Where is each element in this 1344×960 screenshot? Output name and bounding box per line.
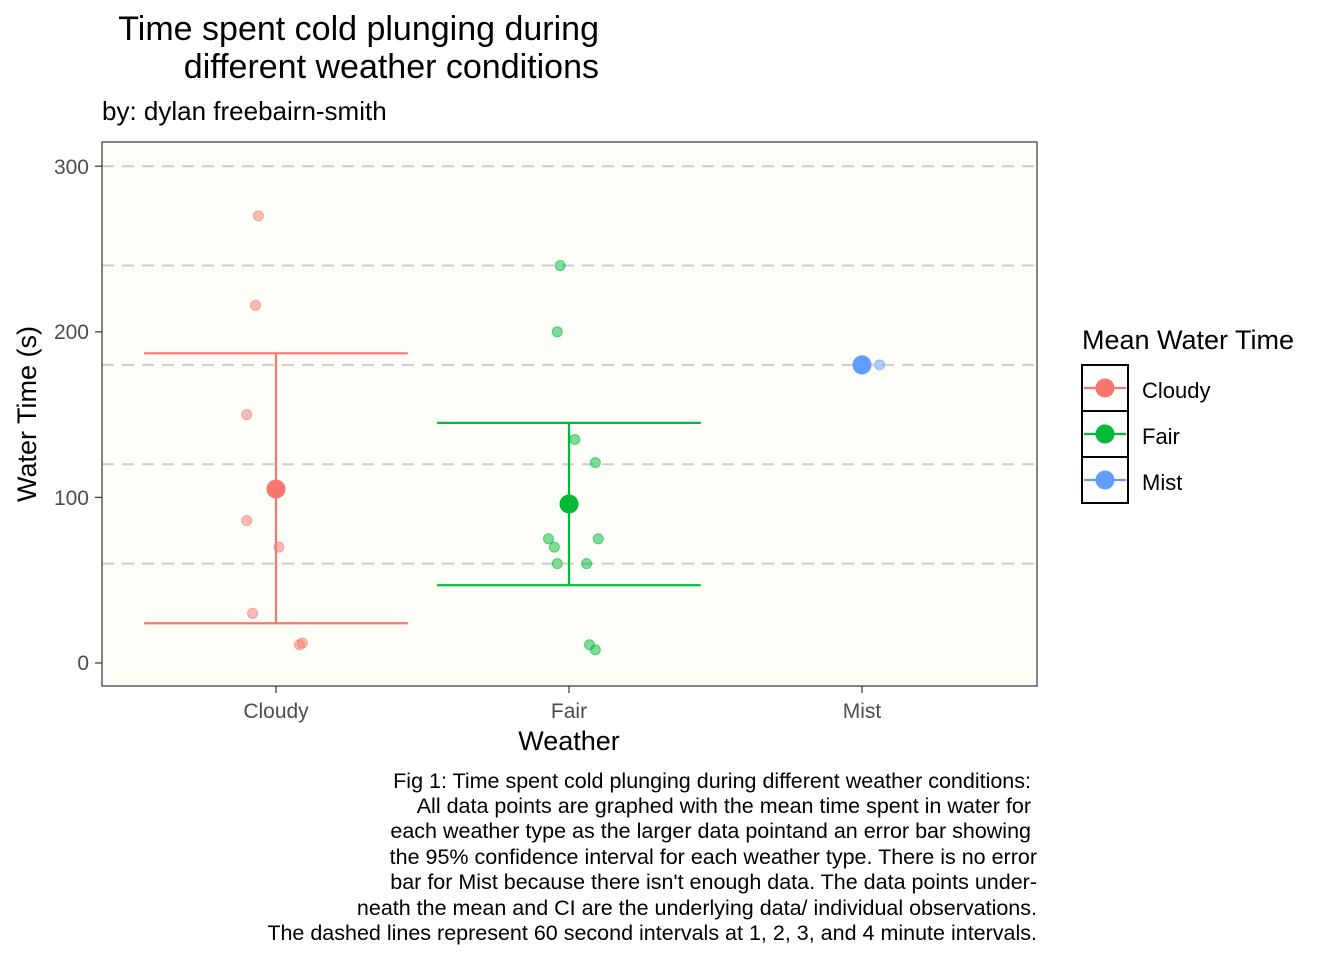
chart-subtitle: by: dylan freebairn-smith bbox=[102, 96, 387, 126]
y-tick-200: 200 bbox=[54, 321, 102, 344]
x-tick-label: Cloudy bbox=[243, 700, 309, 723]
data-marks bbox=[144, 210, 886, 656]
legend-label-mist: Mist bbox=[1142, 470, 1182, 495]
caption-line: Fig 1: Time spent cold plunging during d… bbox=[393, 769, 1031, 793]
observation-point bbox=[589, 644, 601, 656]
observation-point bbox=[241, 409, 253, 421]
y-tick-label: 300 bbox=[54, 156, 89, 179]
y-tick-0: 0 bbox=[77, 652, 102, 675]
series-mist bbox=[852, 355, 886, 375]
caption-line: each weather type as the larger data poi… bbox=[390, 819, 1031, 843]
observation-point bbox=[241, 515, 253, 527]
y-tick-label: 200 bbox=[54, 321, 89, 344]
observation-point bbox=[569, 433, 581, 445]
observation-point bbox=[554, 260, 566, 272]
legend-key-cloudy bbox=[1081, 364, 1129, 412]
y-tick-100: 100 bbox=[54, 487, 102, 510]
legend-label-fair: Fair bbox=[1142, 424, 1180, 449]
observation-point bbox=[874, 359, 886, 371]
caption-line: bar for Mist because there isn't enough … bbox=[390, 870, 1037, 894]
legend-keys bbox=[1081, 364, 1129, 504]
observation-point bbox=[296, 637, 308, 649]
panel-border bbox=[101, 141, 1038, 687]
observation-point bbox=[249, 299, 261, 311]
x-axis-title: Weather bbox=[518, 726, 620, 756]
legend: Mean Water Time Cloudy Fair Mist bbox=[1081, 325, 1294, 504]
observation-point bbox=[551, 558, 563, 570]
legend-key-mist bbox=[1081, 456, 1129, 504]
x-tick-cloudy: Cloudy bbox=[243, 686, 309, 723]
caption-line: neath the mean and CI are the underlying… bbox=[357, 896, 1037, 920]
y-tick-label: 100 bbox=[54, 487, 89, 510]
caption-line: the 95% confidence interval for each wea… bbox=[390, 845, 1037, 869]
observation-point bbox=[542, 533, 554, 545]
chart-title-line-1: Time spent cold plunging during bbox=[118, 10, 599, 48]
figure-caption: Fig 1: Time spent cold plunging during d… bbox=[267, 769, 1037, 945]
observation-point bbox=[548, 541, 560, 553]
x-tick-label: Mist bbox=[843, 700, 882, 723]
y-axis-title: Water Time (s) bbox=[12, 326, 42, 502]
mean-point bbox=[559, 494, 579, 514]
observation-point bbox=[592, 533, 604, 545]
mean-point bbox=[266, 479, 286, 499]
x-axis: Cloudy Fair Mist bbox=[243, 686, 881, 723]
observation-point bbox=[247, 607, 259, 619]
observation-point bbox=[581, 558, 593, 570]
observation-point bbox=[252, 210, 264, 222]
x-tick-label: Fair bbox=[551, 700, 587, 723]
caption-line: All data points are graphed with the mea… bbox=[417, 794, 1031, 818]
y-tick-label: 0 bbox=[77, 652, 89, 675]
y-tick-300: 300 bbox=[54, 156, 102, 179]
legend-key-fair bbox=[1081, 410, 1129, 458]
legend-title: Mean Water Time bbox=[1082, 325, 1294, 355]
plot-panel bbox=[102, 142, 1037, 686]
series-fair bbox=[437, 260, 701, 656]
mean-point bbox=[852, 355, 872, 375]
observation-point bbox=[551, 326, 563, 338]
caption-line: The dashed lines represent 60 second int… bbox=[267, 921, 1037, 945]
x-tick-mist: Mist bbox=[843, 686, 882, 723]
observation-point bbox=[589, 457, 601, 469]
x-tick-fair: Fair bbox=[551, 686, 587, 723]
series-cloudy bbox=[144, 210, 408, 651]
chart-title-line-2: different weather conditions bbox=[184, 48, 599, 86]
y-axis: 0 100 200 300 bbox=[54, 156, 102, 675]
legend-label-cloudy: Cloudy bbox=[1142, 378, 1210, 403]
